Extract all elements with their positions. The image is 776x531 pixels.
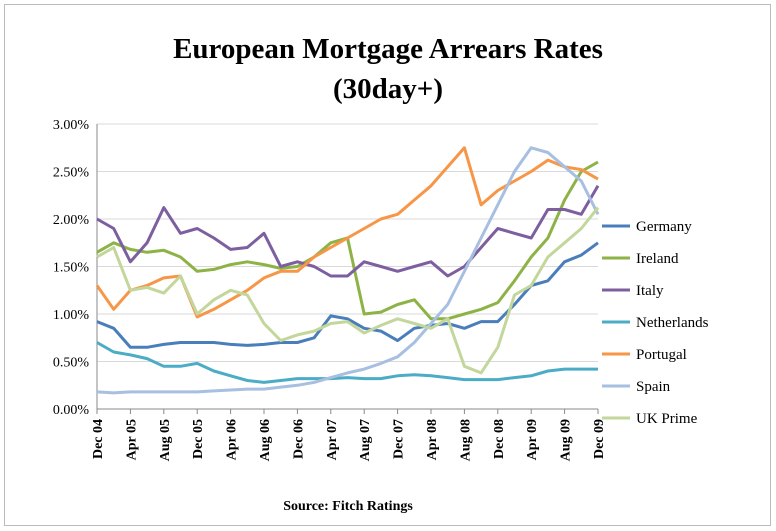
- series-line: [96, 146, 600, 395]
- chart-title: European Mortgage Arrears Rates: [173, 33, 603, 65]
- legend-label: Netherlands: [636, 315, 709, 331]
- y-tick-label: 1.50%: [53, 261, 90, 276]
- source-note: Source: Fitch Ratings: [283, 499, 413, 514]
- x-tick-label: Dec 09: [592, 419, 607, 459]
- legend-label: Spain: [636, 379, 671, 395]
- x-tick-label: Apr 06: [225, 419, 240, 460]
- y-tick-label: 2.00%: [53, 213, 90, 228]
- x-tick-label: Apr 08: [425, 419, 440, 460]
- x-tick-label: Aug 09: [559, 419, 574, 461]
- x-tick-label: Aug 06: [258, 419, 273, 461]
- legend-label: Ireland: [636, 251, 679, 267]
- chart-frame: [4, 4, 771, 526]
- x-tick-label: Dec 06: [291, 419, 306, 459]
- x-tick-label: Dec 05: [191, 419, 206, 459]
- x-tick-label: Aug 05: [158, 419, 173, 461]
- y-tick-label: 0.00%: [53, 403, 90, 418]
- series-line: [96, 206, 600, 375]
- series-line: [96, 341, 598, 384]
- x-tick-label: Dec 08: [492, 419, 507, 459]
- legend-label: UK Prime: [636, 411, 698, 427]
- legend-label: Italy: [636, 283, 664, 299]
- y-tick-label: 0.50%: [53, 356, 90, 371]
- y-tick-label: 1.00%: [53, 308, 90, 323]
- series-line: [96, 185, 600, 278]
- y-tick-label: 3.00%: [53, 118, 90, 133]
- legend-label: Germany: [636, 219, 692, 235]
- x-tick-label: Dec 07: [392, 419, 407, 459]
- x-tick-label: Apr 07: [325, 419, 340, 460]
- y-tick-label: 2.50%: [53, 166, 90, 181]
- x-tick-label: Aug 07: [358, 419, 373, 461]
- x-tick-label: Aug 08: [458, 419, 473, 461]
- legend-label: Portugal: [636, 347, 687, 363]
- x-tick-label: Dec 04: [91, 419, 106, 459]
- series-line: [96, 241, 599, 349]
- x-tick-label: Apr 09: [525, 419, 540, 460]
- chart-title: (30day+): [333, 73, 443, 105]
- x-tick-label: Apr 05: [124, 419, 139, 460]
